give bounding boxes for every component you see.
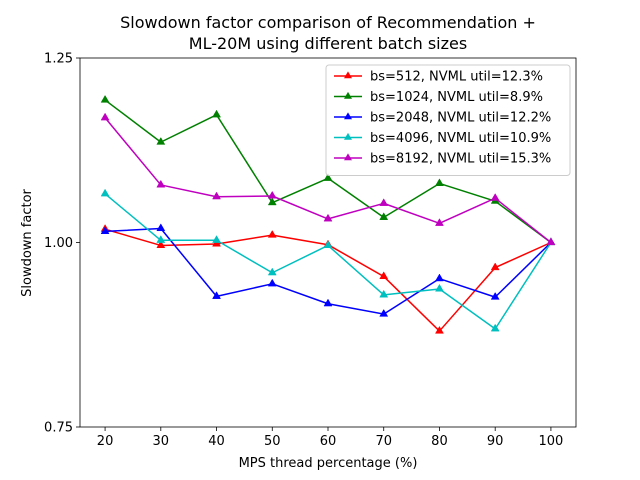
data-point-4-8 bbox=[546, 237, 556, 246]
plot-frame bbox=[79, 57, 577, 428]
data-point-3-7 bbox=[490, 323, 500, 332]
data-point-4-4 bbox=[323, 213, 333, 222]
data-point-4-2 bbox=[212, 191, 221, 200]
data-point-2-7 bbox=[490, 292, 500, 300]
legend-box bbox=[325, 64, 571, 176]
data-point-0-3 bbox=[267, 230, 277, 238]
data-point-4-5 bbox=[379, 198, 389, 206]
data-point-4-7 bbox=[490, 193, 500, 201]
data-point-3-5 bbox=[379, 289, 389, 298]
legend-marker-2 bbox=[343, 112, 353, 120]
plot-area: 20 30 40 50 60 70 80 90 100 0.75 1.00 1.25 bbox=[44, 52, 577, 449]
data-point-0-6 bbox=[435, 325, 444, 334]
legend-label-0: bs=512, NVML util=12.3% bbox=[370, 70, 543, 85]
data-point-4-1 bbox=[156, 179, 166, 188]
data-point-1-1 bbox=[156, 137, 166, 145]
x-tick-label-0: 20 bbox=[97, 434, 114, 449]
data-point-3-1 bbox=[156, 235, 166, 243]
x-tick-label-2: 40 bbox=[208, 434, 225, 449]
x-tick-label-6: 80 bbox=[431, 434, 448, 449]
data-point-4-3 bbox=[267, 190, 277, 199]
y-tick-label-2: 1.25 bbox=[44, 52, 73, 67]
data-point-2-3 bbox=[267, 278, 277, 287]
data-point-0-7 bbox=[490, 262, 500, 271]
data-point-1-3 bbox=[267, 197, 277, 206]
x-tick-label-4: 60 bbox=[320, 434, 337, 449]
legend-label-4: bs=8192, NVML util=15.3% bbox=[370, 152, 551, 167]
legend-label-3: bs=4096, NVML util=10.9% bbox=[370, 131, 551, 146]
data-point-2-1 bbox=[156, 223, 166, 232]
data-point-3-2 bbox=[212, 235, 221, 243]
data-point-4-0 bbox=[100, 112, 110, 121]
data-point-1-5 bbox=[379, 212, 389, 220]
data-point-3-6 bbox=[435, 283, 444, 292]
data-point-1-0 bbox=[100, 94, 110, 103]
legend-marker-1 bbox=[343, 91, 353, 99]
y-tick-label-1: 1.00 bbox=[44, 236, 73, 251]
legend-marker-3 bbox=[343, 132, 353, 140]
data-point-1-2 bbox=[212, 109, 221, 118]
data-point-2-4 bbox=[323, 298, 333, 307]
chart-title-line-2: ML-20M using different batch sizes bbox=[189, 34, 467, 53]
legend-marker-4 bbox=[343, 153, 353, 161]
chart-title-line-1: Slowdown factor comparison of Recommenda… bbox=[120, 13, 536, 32]
data-point-2-6 bbox=[435, 273, 444, 282]
legend-label-2: bs=2048, NVML util=12.2% bbox=[370, 111, 551, 126]
x-tick-label-3: 50 bbox=[264, 434, 281, 449]
data-point-1-6 bbox=[435, 178, 444, 187]
data-point-4-6 bbox=[435, 218, 444, 226]
x-axis-label: MPS thread percentage (%) bbox=[239, 456, 418, 471]
legend: bs=512, NVML util=12.3% bs=1024, NVML uti… bbox=[325, 64, 571, 176]
data-point-3-4 bbox=[323, 240, 333, 249]
y-tick-label-0: 0.75 bbox=[44, 421, 73, 436]
legend-label-1: bs=1024, NVML util=8.9% bbox=[370, 90, 543, 105]
data-point-0-5 bbox=[379, 271, 389, 279]
y-axis-label: Slowdown factor bbox=[20, 188, 35, 296]
data-point-2-2 bbox=[212, 291, 221, 299]
x-tick-label-5: 70 bbox=[375, 434, 392, 449]
x-tick-label-1: 30 bbox=[153, 434, 170, 449]
data-point-3-0 bbox=[100, 188, 110, 197]
data-point-3-3 bbox=[267, 267, 277, 276]
x-tick-label-7: 90 bbox=[487, 434, 504, 449]
data-point-2-0 bbox=[100, 226, 110, 234]
data-point-2-5 bbox=[379, 308, 389, 317]
x-tick-label-8: 100 bbox=[539, 434, 564, 449]
data-point-0-1 bbox=[156, 240, 166, 249]
legend-marker-0 bbox=[343, 71, 353, 79]
data-point-1-4 bbox=[323, 173, 333, 181]
